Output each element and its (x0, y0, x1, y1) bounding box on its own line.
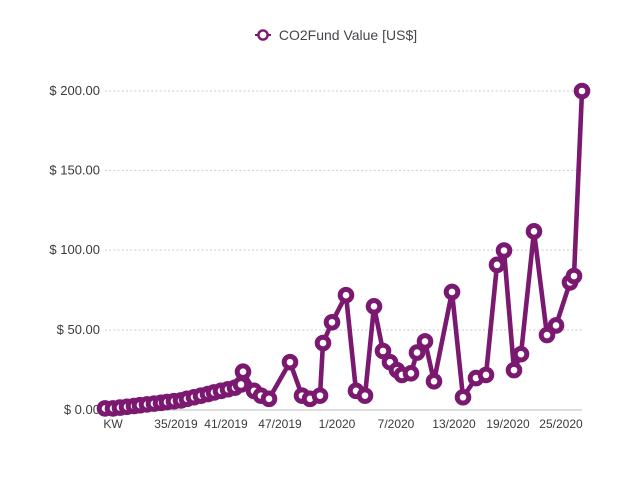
svg-text:$ 50.00: $ 50.00 (57, 322, 100, 337)
svg-text:$ 200.00: $ 200.00 (49, 83, 100, 98)
svg-text:35/2019: 35/2019 (154, 417, 198, 431)
svg-text:$ 150.00: $ 150.00 (49, 163, 100, 178)
svg-text:41/2019: 41/2019 (204, 417, 248, 431)
svg-text:19/2020: 19/2020 (486, 417, 530, 431)
svg-text:1/2020: 1/2020 (319, 417, 356, 431)
svg-text:47/2019: 47/2019 (258, 417, 302, 431)
svg-text:$ 100.00: $ 100.00 (49, 242, 100, 257)
svg-text:KW: KW (103, 417, 123, 431)
svg-text:$ 0.00: $ 0.00 (64, 402, 100, 417)
svg-text:7/2020: 7/2020 (378, 417, 415, 431)
svg-text:13/2020: 13/2020 (432, 417, 476, 431)
svg-text:25/2020: 25/2020 (539, 417, 583, 431)
